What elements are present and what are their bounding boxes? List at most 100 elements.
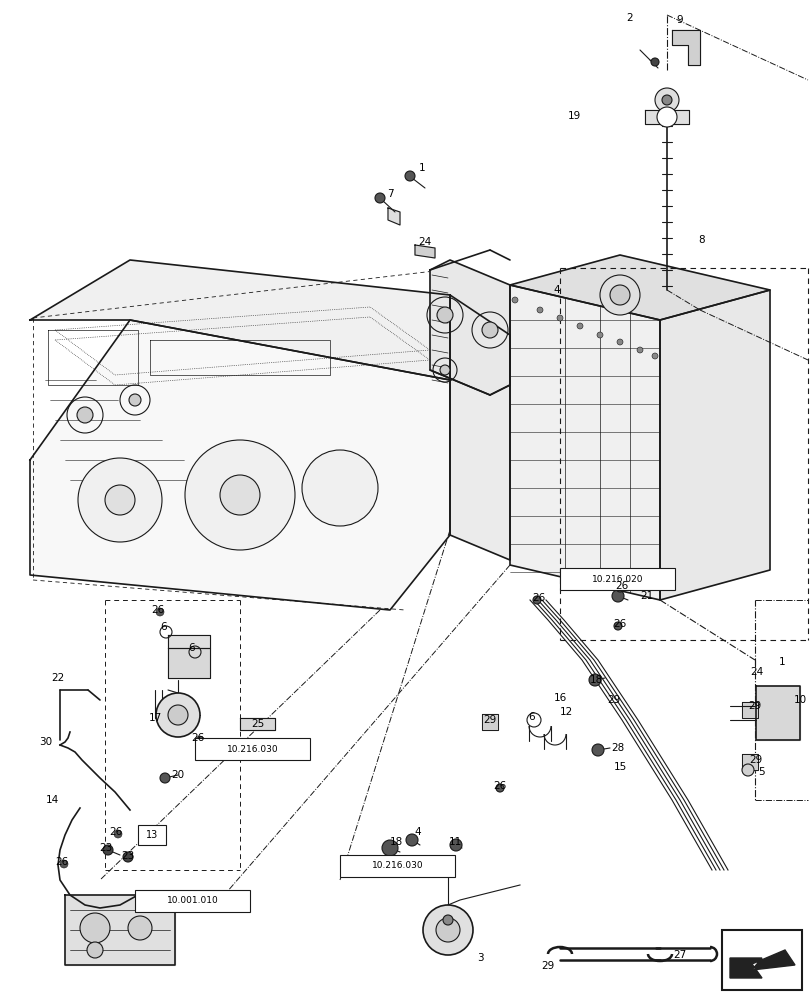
Circle shape xyxy=(60,860,68,868)
Text: 12: 12 xyxy=(559,707,572,717)
Text: 14: 14 xyxy=(45,795,58,805)
Text: 29: 29 xyxy=(748,701,761,711)
Polygon shape xyxy=(482,714,497,730)
Circle shape xyxy=(611,590,623,602)
Text: 17: 17 xyxy=(148,713,161,723)
Text: 19: 19 xyxy=(567,111,580,121)
Polygon shape xyxy=(65,895,175,965)
Circle shape xyxy=(636,347,642,353)
Polygon shape xyxy=(414,245,435,258)
Polygon shape xyxy=(388,208,400,225)
Circle shape xyxy=(168,705,188,725)
Text: 1: 1 xyxy=(418,163,425,173)
Text: 6: 6 xyxy=(188,643,195,653)
Circle shape xyxy=(195,736,204,744)
Polygon shape xyxy=(240,718,275,730)
Text: 23: 23 xyxy=(99,843,113,853)
Polygon shape xyxy=(168,648,210,678)
Text: 10.216.030: 10.216.030 xyxy=(226,744,278,754)
Polygon shape xyxy=(168,635,210,648)
Circle shape xyxy=(443,915,453,925)
Bar xyxy=(340,855,454,877)
Text: 16: 16 xyxy=(552,693,566,703)
Polygon shape xyxy=(509,255,769,320)
Polygon shape xyxy=(672,30,699,65)
Bar xyxy=(721,930,801,990)
Text: 26: 26 xyxy=(612,619,626,629)
Text: 6: 6 xyxy=(528,712,534,722)
Text: 26: 26 xyxy=(615,581,628,591)
Circle shape xyxy=(302,450,378,526)
Text: 3: 3 xyxy=(476,953,483,963)
Text: 29: 29 xyxy=(607,695,620,705)
Polygon shape xyxy=(659,290,769,600)
Text: 10.216.020: 10.216.020 xyxy=(591,574,642,584)
Circle shape xyxy=(129,394,141,406)
Circle shape xyxy=(128,916,152,940)
Circle shape xyxy=(449,839,461,851)
Text: 1: 1 xyxy=(778,657,784,667)
Circle shape xyxy=(741,764,753,776)
Text: 29: 29 xyxy=(483,715,496,725)
Circle shape xyxy=(588,674,600,686)
Text: 24: 24 xyxy=(418,237,431,247)
Text: 4: 4 xyxy=(414,827,421,837)
Text: 26: 26 xyxy=(191,733,204,743)
Circle shape xyxy=(596,332,603,338)
Circle shape xyxy=(87,942,103,958)
Circle shape xyxy=(616,584,623,592)
Polygon shape xyxy=(30,260,449,380)
Circle shape xyxy=(423,905,473,955)
Circle shape xyxy=(122,852,133,862)
Text: 26: 26 xyxy=(109,827,122,837)
Circle shape xyxy=(405,171,414,181)
Text: 26: 26 xyxy=(151,605,165,615)
Circle shape xyxy=(77,407,93,423)
Circle shape xyxy=(650,58,659,66)
Text: 23: 23 xyxy=(121,851,135,861)
Polygon shape xyxy=(741,754,757,770)
Circle shape xyxy=(654,88,678,112)
Bar xyxy=(135,890,250,912)
Text: 28: 28 xyxy=(611,743,624,753)
Circle shape xyxy=(656,107,676,127)
Circle shape xyxy=(577,323,582,329)
Circle shape xyxy=(440,365,449,375)
Circle shape xyxy=(156,693,200,737)
Circle shape xyxy=(160,773,169,783)
Polygon shape xyxy=(449,295,509,560)
Text: 29: 29 xyxy=(541,961,554,971)
Circle shape xyxy=(103,845,113,855)
Bar xyxy=(195,738,310,760)
Circle shape xyxy=(80,913,109,943)
Text: 30: 30 xyxy=(40,737,53,747)
Circle shape xyxy=(532,596,540,604)
Circle shape xyxy=(613,622,621,630)
Text: 13: 13 xyxy=(146,830,158,840)
Text: 27: 27 xyxy=(672,950,686,960)
Polygon shape xyxy=(644,110,689,124)
Text: 10.216.030: 10.216.030 xyxy=(371,861,423,870)
Circle shape xyxy=(616,339,622,345)
Circle shape xyxy=(536,307,543,313)
Polygon shape xyxy=(755,686,799,740)
Polygon shape xyxy=(509,285,659,600)
Text: 29: 29 xyxy=(749,755,762,765)
Text: 26: 26 xyxy=(532,593,545,603)
Circle shape xyxy=(556,315,562,321)
Bar xyxy=(560,568,674,590)
Circle shape xyxy=(496,784,504,792)
Circle shape xyxy=(406,834,418,846)
Text: 18: 18 xyxy=(389,837,402,847)
Text: 26: 26 xyxy=(55,857,69,867)
Polygon shape xyxy=(30,320,449,610)
Text: 8: 8 xyxy=(697,235,705,245)
Text: 5: 5 xyxy=(757,767,765,777)
Circle shape xyxy=(651,353,657,359)
Circle shape xyxy=(512,297,517,303)
Text: 26: 26 xyxy=(493,781,506,791)
Circle shape xyxy=(661,95,672,105)
Text: 24: 24 xyxy=(749,667,762,677)
Text: 15: 15 xyxy=(612,762,626,772)
Text: 9: 9 xyxy=(676,15,683,25)
